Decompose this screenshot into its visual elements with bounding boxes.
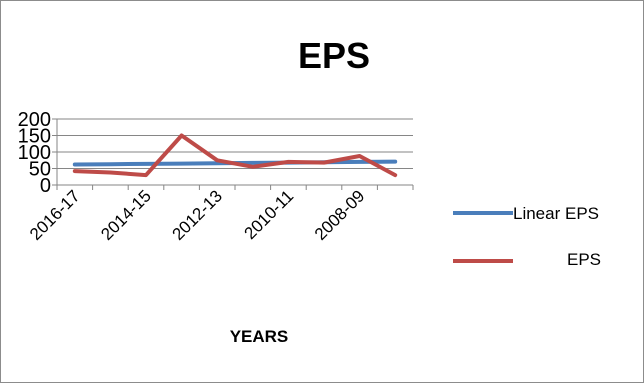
series-line-eps bbox=[72, 133, 398, 178]
chart-title: EPS bbox=[298, 35, 370, 76]
y-tick-label-0: 0 bbox=[40, 175, 51, 197]
y-tick-label-50: 50 bbox=[29, 159, 51, 181]
series-lines bbox=[72, 133, 398, 178]
legend: Linear EPS EPS bbox=[453, 204, 601, 269]
x-tick-label-2014-15: 2014-15 bbox=[97, 186, 155, 244]
y-tick-label-150: 150 bbox=[18, 126, 51, 148]
x-axis-title: YEARS bbox=[230, 327, 289, 346]
legend-label-linear-eps: Linear EPS bbox=[513, 204, 599, 223]
legend-label-eps: EPS bbox=[567, 250, 601, 269]
x-tick-label-2016-17: 2016-17 bbox=[26, 186, 84, 244]
x-axis-ticks: 2016-17 2014-15 2012-13 2010-11 2008-09 bbox=[26, 185, 414, 244]
y-tick-label-100: 100 bbox=[18, 142, 51, 164]
x-tick-label-2010-11: 2010-11 bbox=[241, 186, 298, 243]
x-tick-label-2012-13: 2012-13 bbox=[168, 186, 226, 244]
y-tick-label-200: 200 bbox=[18, 109, 51, 131]
gridlines bbox=[57, 118, 413, 169]
x-tick-label-2008-09: 2008-09 bbox=[311, 186, 369, 244]
